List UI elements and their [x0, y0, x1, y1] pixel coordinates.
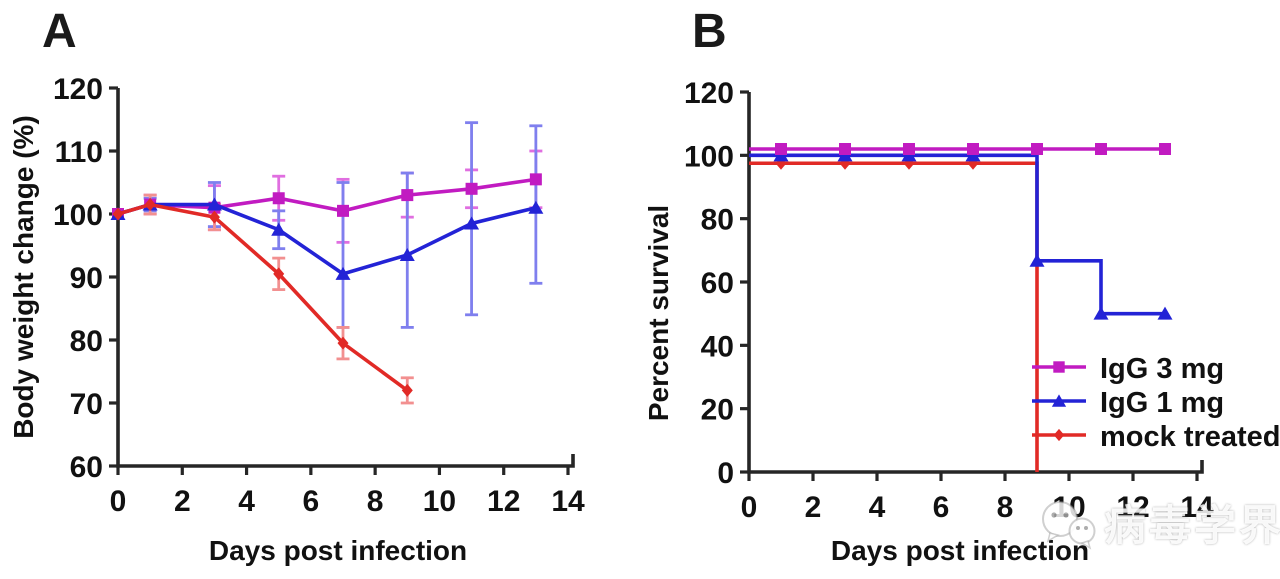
series-mock-treated [112, 198, 413, 397]
svg-text:100: 100 [684, 140, 734, 173]
error-bars-IgG-1-mg [143, 121, 543, 329]
svg-text:12: 12 [487, 485, 520, 518]
mock-diamond-icon [1030, 425, 1088, 450]
svg-text:0: 0 [741, 491, 758, 524]
svg-text:0: 0 [717, 457, 734, 490]
svg-text:20: 20 [701, 394, 734, 427]
legend-row-igg1: IgG 1 mg [1030, 386, 1280, 420]
y-axis: 60 70 80 90 100 110 120 [53, 73, 118, 484]
igg1-triangle-icon [1030, 391, 1088, 416]
watermark-text: 病毒学界 [1104, 502, 1280, 549]
series-IgG-3-mg [112, 173, 542, 220]
svg-text:40: 40 [701, 330, 734, 363]
panel-a-plot: 0 2 4 6 8 10 12 14 60 70 80 90 100 110 120 [53, 73, 585, 518]
svg-text:14: 14 [1180, 491, 1214, 524]
svg-text:90: 90 [70, 262, 103, 295]
svg-text:80: 80 [701, 204, 734, 237]
panel-b-plot: 02468101214020406080100120 [684, 77, 1214, 524]
panel-a-x-axis-title: Days post infection [208, 535, 468, 566]
panel-b-x-axis-title: Days post infection [830, 535, 1090, 566]
svg-text:6: 6 [303, 485, 320, 518]
legend-row-mock: mock treated [1030, 420, 1280, 454]
svg-text:60: 60 [701, 267, 734, 300]
svg-text:2: 2 [174, 485, 191, 518]
svg-text:8: 8 [997, 491, 1014, 524]
legend-label-igg3: IgG 3 mg [1100, 352, 1225, 385]
legend-row-igg3: IgG 3 mg [1030, 352, 1280, 386]
svg-text:120: 120 [53, 73, 103, 106]
legend-label-igg1: IgG 1 mg [1100, 386, 1225, 419]
legend: IgG 3 mg IgG 1 mg mock treated [1030, 352, 1280, 454]
svg-text:8: 8 [367, 485, 384, 518]
svg-text:120: 120 [684, 77, 734, 110]
panel-b-label: B [692, 5, 727, 58]
panel-a-y-axis-title: Body weight change (%) [8, 115, 39, 439]
svg-text:60: 60 [70, 451, 103, 484]
svg-text:10: 10 [423, 485, 456, 518]
watermark: 病毒学界 [1038, 492, 1280, 553]
svg-text:4: 4 [869, 491, 886, 524]
svg-text:70: 70 [70, 388, 103, 421]
panel-b-y-axis-title: Percent survival [643, 204, 674, 422]
legend-label-mock: mock treated [1100, 420, 1280, 453]
svg-text:4: 4 [238, 485, 255, 518]
wechat-icon [1042, 500, 1096, 550]
x-axis: 0 2 4 6 8 10 12 14 [110, 466, 585, 518]
series-IgG-3-mg [749, 143, 1171, 155]
panel-a-label: A [42, 5, 77, 58]
series-IgG-1-mg [749, 148, 1173, 320]
svg-text:0: 0 [110, 485, 127, 518]
igg3-square-icon [1030, 357, 1088, 382]
svg-text:100: 100 [53, 199, 103, 232]
svg-text:2: 2 [805, 491, 822, 524]
svg-text:12: 12 [1116, 491, 1149, 524]
series-mock-treated [749, 156, 1039, 472]
svg-text:110: 110 [55, 136, 103, 169]
svg-text:6: 6 [933, 491, 950, 524]
y-axis: 0 20 40 60 80 100 120 [684, 77, 749, 490]
svg-text:80: 80 [70, 325, 103, 358]
svg-text:14: 14 [551, 485, 585, 518]
